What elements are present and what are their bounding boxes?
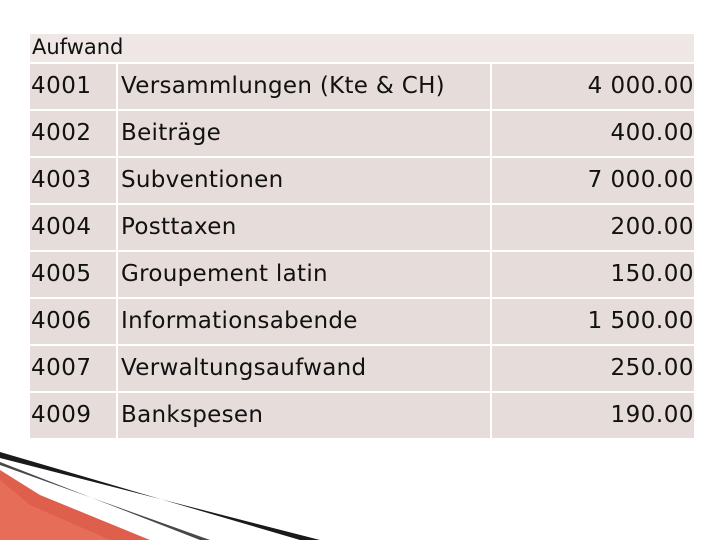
column-divider — [116, 64, 118, 109]
table-row: 4004 Posttaxen 200.00 — [30, 205, 694, 252]
account-number: 4001 — [31, 73, 92, 99]
table-row: 4006 Informationsabende 1 500.00 — [30, 299, 694, 346]
account-number: 4006 — [31, 308, 92, 334]
column-divider — [116, 205, 118, 250]
account-description: Informationsabende — [121, 308, 358, 334]
account-number: 4005 — [31, 261, 92, 287]
account-amount: 400.00 — [610, 120, 694, 146]
account-amount: 7 000.00 — [587, 167, 694, 193]
column-divider — [116, 252, 118, 297]
column-divider — [490, 346, 492, 391]
account-description: Posttaxen — [121, 214, 237, 240]
column-divider — [116, 346, 118, 391]
account-description: Verwaltungsaufwand — [121, 355, 367, 381]
account-description: Subventionen — [121, 167, 284, 193]
account-amount: 190.00 — [610, 402, 694, 428]
red-swoosh-highlight — [0, 480, 110, 540]
account-number: 4009 — [31, 402, 92, 428]
account-number: 4002 — [31, 120, 92, 146]
account-description: Groupement latin — [121, 261, 328, 287]
column-divider — [490, 393, 492, 438]
account-description: Bankspesen — [121, 402, 264, 428]
account-amount: 250.00 — [610, 355, 694, 381]
column-divider — [490, 299, 492, 344]
account-amount: 150.00 — [610, 261, 694, 287]
column-divider — [116, 158, 118, 203]
expense-table: Aufwand 4001 Versammlungen (Kte & CH) 4 … — [30, 34, 694, 438]
table-row: 4003 Subventionen 7 000.00 — [30, 158, 694, 205]
table-row: 4002 Beiträge 400.00 — [30, 111, 694, 158]
account-description: Versammlungen (Kte & CH) — [121, 73, 445, 99]
account-amount: 1 500.00 — [587, 308, 694, 334]
column-divider — [490, 111, 492, 156]
column-divider — [490, 205, 492, 250]
column-divider — [490, 252, 492, 297]
table-row: 4005 Groupement latin 150.00 — [30, 252, 694, 299]
column-divider — [116, 393, 118, 438]
table-row: 4009 Bankspesen 190.00 — [30, 393, 694, 438]
account-number: 4007 — [31, 355, 92, 381]
table-row: 4007 Verwaltungsaufwand 250.00 — [30, 346, 694, 393]
table-title: Aufwand — [32, 35, 124, 59]
column-divider — [116, 299, 118, 344]
table-row: 4001 Versammlungen (Kte & CH) 4 000.00 — [30, 64, 694, 111]
account-number: 4003 — [31, 167, 92, 193]
column-divider — [490, 158, 492, 203]
column-divider — [116, 111, 118, 156]
table-header: Aufwand — [30, 34, 694, 64]
account-amount: 4 000.00 — [587, 73, 694, 99]
account-amount: 200.00 — [610, 214, 694, 240]
column-divider — [490, 64, 492, 109]
slide-corner-decoration — [0, 452, 320, 540]
account-number: 4004 — [31, 214, 92, 240]
account-description: Beiträge — [121, 120, 222, 146]
